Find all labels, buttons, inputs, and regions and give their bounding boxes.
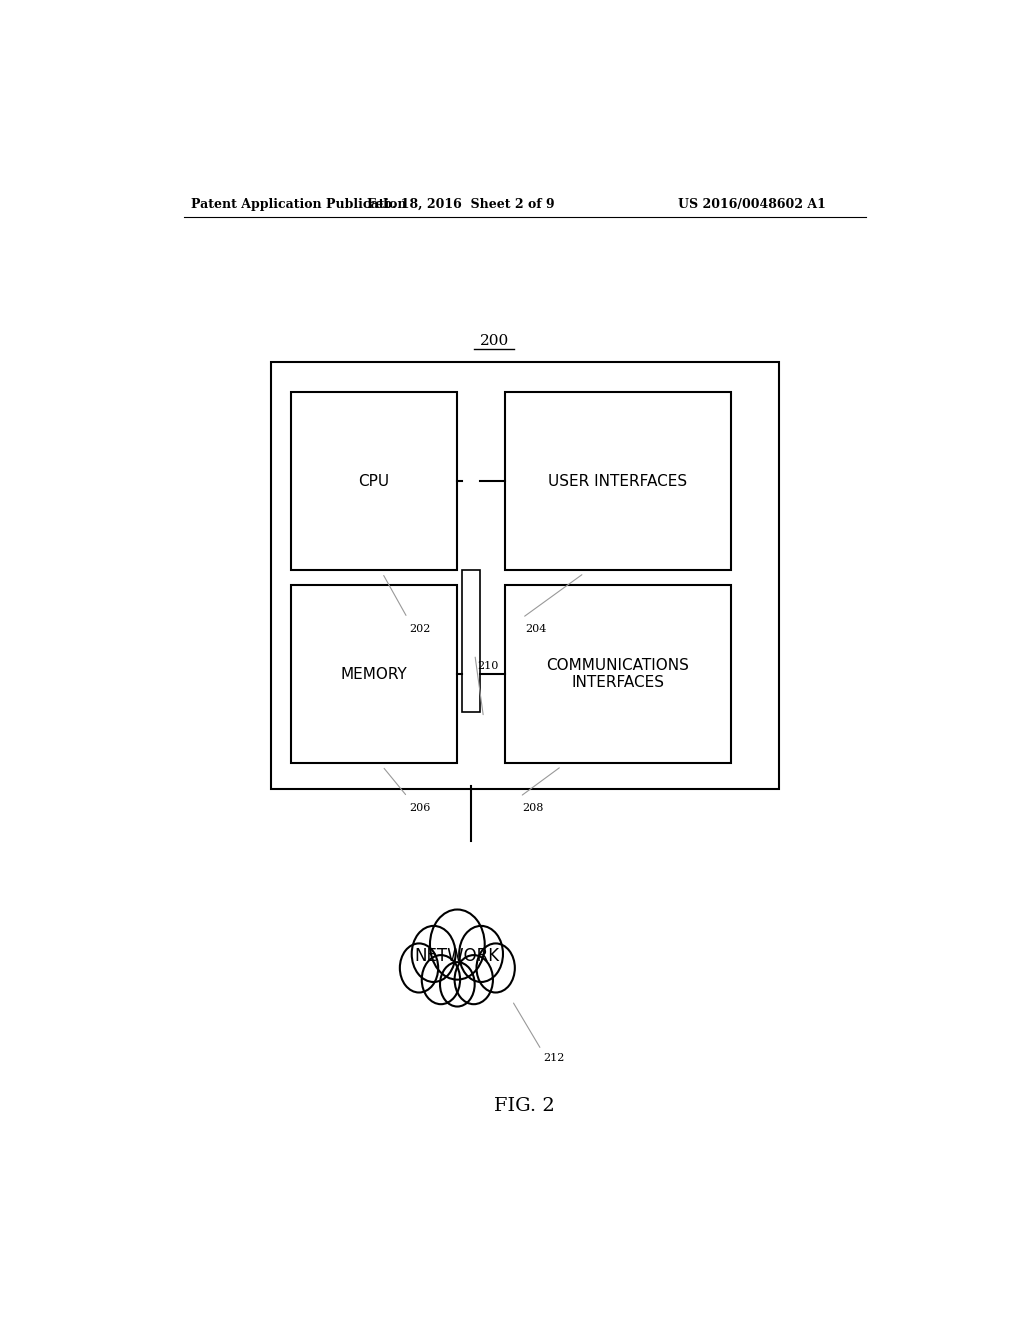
Text: USER INTERFACES: USER INTERFACES [549,474,687,488]
Circle shape [399,944,438,993]
Text: 212: 212 [544,1053,565,1063]
Bar [505,392,731,570]
Text: 208: 208 [522,803,544,813]
Circle shape [440,962,475,1007]
Text: Patent Application Publication: Patent Application Publication [191,198,407,211]
Text: 206: 206 [410,803,431,813]
Bar [291,392,458,570]
Text: MEMORY: MEMORY [341,667,408,681]
Text: 202: 202 [410,624,431,634]
Circle shape [459,925,503,982]
Text: COMMUNICATIONS
INTERFACES: COMMUNICATIONS INTERFACES [547,659,689,690]
Circle shape [455,956,493,1005]
Bar [291,585,458,763]
Circle shape [476,944,515,993]
Circle shape [412,925,456,982]
Text: 200: 200 [479,334,509,348]
Circle shape [430,909,484,979]
Bar [505,585,731,763]
Text: 204: 204 [524,624,546,634]
Bar [462,570,479,713]
Text: US 2016/0048602 A1: US 2016/0048602 A1 [679,198,826,211]
Bar [270,362,779,788]
Text: NETWORK: NETWORK [415,948,500,965]
Circle shape [422,956,460,1005]
Text: 210: 210 [477,660,499,671]
Text: CPU: CPU [358,474,389,488]
Text: Feb. 18, 2016  Sheet 2 of 9: Feb. 18, 2016 Sheet 2 of 9 [368,198,555,211]
Text: FIG. 2: FIG. 2 [495,1097,555,1114]
